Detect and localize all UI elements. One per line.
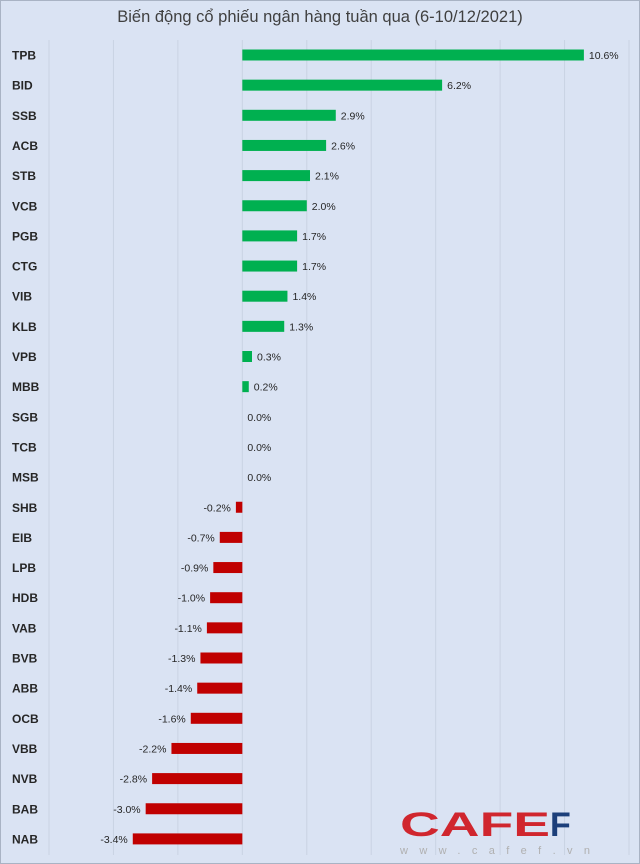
category-label: TCB [12, 440, 37, 454]
data-label: -1.6% [158, 713, 185, 725]
data-label: 10.6% [589, 50, 619, 62]
bar [213, 562, 243, 574]
data-label: 1.7% [302, 261, 326, 273]
category-label: BAB [12, 802, 38, 816]
bar [242, 320, 285, 332]
bar [242, 109, 336, 121]
bar [210, 592, 243, 604]
data-label: 0.0% [247, 412, 271, 424]
data-label: -1.1% [174, 623, 201, 635]
data-label: -2.2% [139, 743, 166, 755]
category-label: VIB [12, 290, 32, 304]
category-label: EIB [12, 531, 32, 545]
bar [235, 501, 243, 513]
category-label: NAB [12, 832, 38, 846]
category-label: OCB [12, 712, 39, 726]
data-label: 0.0% [247, 472, 271, 484]
cafef-logo: CAFE F www.cafef.vn [400, 808, 600, 858]
bar [242, 381, 249, 393]
data-label: 6.2% [447, 80, 471, 92]
data-label: 0.3% [257, 352, 281, 364]
category-label: SGB [12, 410, 38, 424]
category-label: VAB [12, 621, 37, 635]
bar [171, 742, 243, 754]
category-label: HDB [12, 591, 38, 605]
category-label: ACB [12, 139, 38, 153]
chart-title: Biến động cổ phiếu ngân hàng tuần qua (6… [117, 8, 523, 26]
svg-text:F: F [550, 808, 571, 844]
data-label: -0.9% [181, 563, 208, 575]
category-label: NVB [12, 772, 38, 786]
data-label: -2.8% [120, 774, 147, 786]
data-label: -1.0% [178, 593, 205, 605]
data-label: -1.4% [165, 683, 192, 695]
data-label: 1.4% [292, 291, 316, 303]
bar [242, 351, 252, 362]
bar [152, 773, 243, 785]
category-label: VCB [12, 199, 38, 213]
category-label: ABB [12, 682, 38, 696]
svg-text:www.cafef.vn: www.cafef.vn [400, 845, 590, 857]
bar [197, 682, 243, 694]
data-label: -3.4% [100, 834, 127, 846]
data-label: 2.9% [341, 110, 365, 122]
svg-text:CAFE: CAFE [400, 808, 550, 844]
bar [242, 290, 288, 302]
data-label: 1.3% [289, 321, 313, 333]
bar [242, 170, 310, 182]
category-label: STB [12, 169, 36, 183]
data-label: 0.2% [254, 382, 278, 394]
category-label: PGB [12, 229, 38, 243]
category-label: MBB [12, 380, 40, 394]
category-label: CTG [12, 260, 37, 274]
bar [242, 49, 584, 61]
data-label: -1.3% [168, 653, 195, 665]
bar [132, 833, 243, 845]
bar [219, 531, 243, 543]
category-label: MSB [12, 471, 39, 485]
data-label: -3.0% [113, 804, 140, 816]
data-label: -0.7% [187, 532, 214, 544]
bar [190, 712, 243, 724]
category-label: BVB [12, 652, 38, 666]
data-label: 2.0% [312, 201, 336, 213]
category-label: TPB [12, 49, 36, 63]
bar [242, 200, 307, 212]
bar [206, 622, 243, 634]
data-label: 2.1% [315, 171, 339, 183]
data-label: 2.6% [331, 140, 355, 152]
bar [242, 79, 443, 91]
bar [242, 230, 298, 242]
bar [242, 260, 298, 272]
category-label: BID [12, 79, 33, 93]
bar [242, 139, 327, 151]
category-label: VPB [12, 350, 37, 364]
data-label: 1.7% [302, 231, 326, 243]
bar [145, 803, 243, 815]
category-label: SSB [12, 109, 37, 123]
category-label: VBB [12, 742, 38, 756]
bar [200, 652, 243, 664]
category-label: SHB [12, 501, 38, 515]
data-label: -0.2% [203, 502, 230, 514]
category-label: KLB [12, 320, 37, 334]
data-label: 0.0% [247, 442, 271, 454]
category-label: LPB [12, 561, 36, 575]
